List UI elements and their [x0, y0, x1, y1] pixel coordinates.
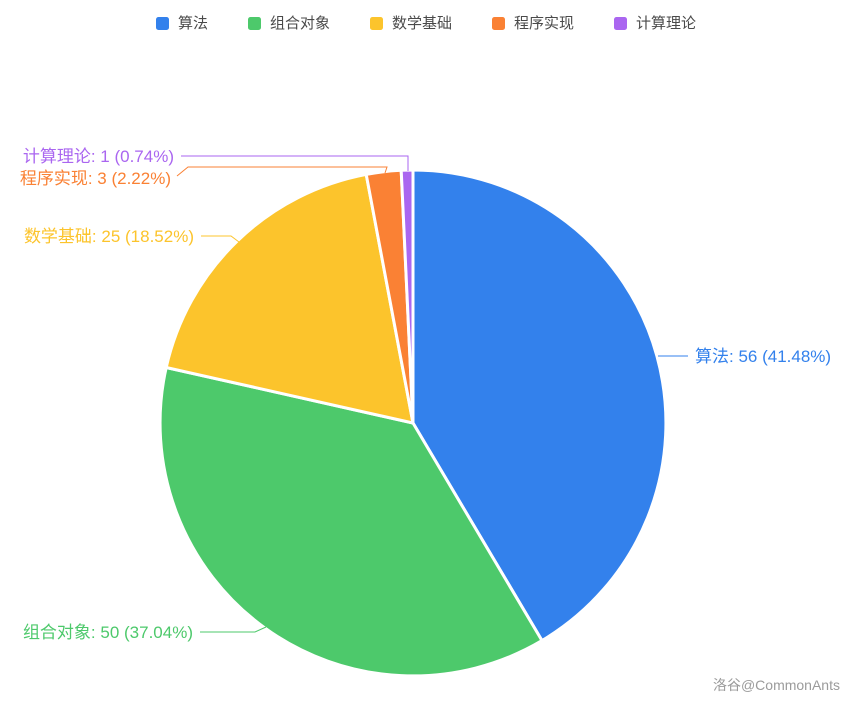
label-leader-line-2 [200, 626, 267, 633]
slice-label-4: 程序实现: 3 (2.22%) [20, 169, 171, 188]
label-leader-line-5 [181, 155, 409, 171]
slice-label-2: 组合对象: 50 (37.04%) [23, 623, 193, 642]
legend-marker-icon [614, 17, 628, 30]
label-leader-line-4 [176, 166, 388, 177]
legend-item-2[interactable]: 组合对象 [247, 15, 330, 32]
legend-marker-icon [369, 17, 383, 30]
legend-marker-icon [492, 17, 505, 30]
pie-slice-1[interactable] [411, 168, 668, 643]
legend-label: 算法 [177, 15, 208, 32]
legend-label: 数学基础 [391, 15, 452, 32]
watermark: 洛谷@CommonAnts [712, 677, 840, 693]
slice-label-1: 算法: 56 (41.48%) [695, 347, 831, 366]
legend-label: 计算理论 [636, 15, 697, 32]
label-leader-line-3 [201, 235, 240, 243]
legend-label: 程序实现 [514, 15, 575, 32]
legend-item-3[interactable]: 数学基础 [369, 15, 452, 32]
legend-item-1[interactable]: 算法 [155, 15, 208, 32]
slice-label-5: 计算理论: 1 (0.74%) [23, 147, 174, 166]
legend-label: 组合对象 [269, 15, 330, 32]
legend-marker-icon [155, 17, 169, 30]
legend: 算法 组合对象 数学基础 程序实现 计算理论 [0, 16, 852, 31]
pie-slice-5[interactable] [399, 168, 415, 425]
legend-item-5[interactable]: 计算理论 [614, 16, 696, 31]
legend-marker-icon [247, 17, 261, 30]
legend-item-4[interactable]: 程序实现 [492, 16, 574, 31]
slice-label-3: 数学基础: 25 (18.52%) [24, 227, 194, 246]
